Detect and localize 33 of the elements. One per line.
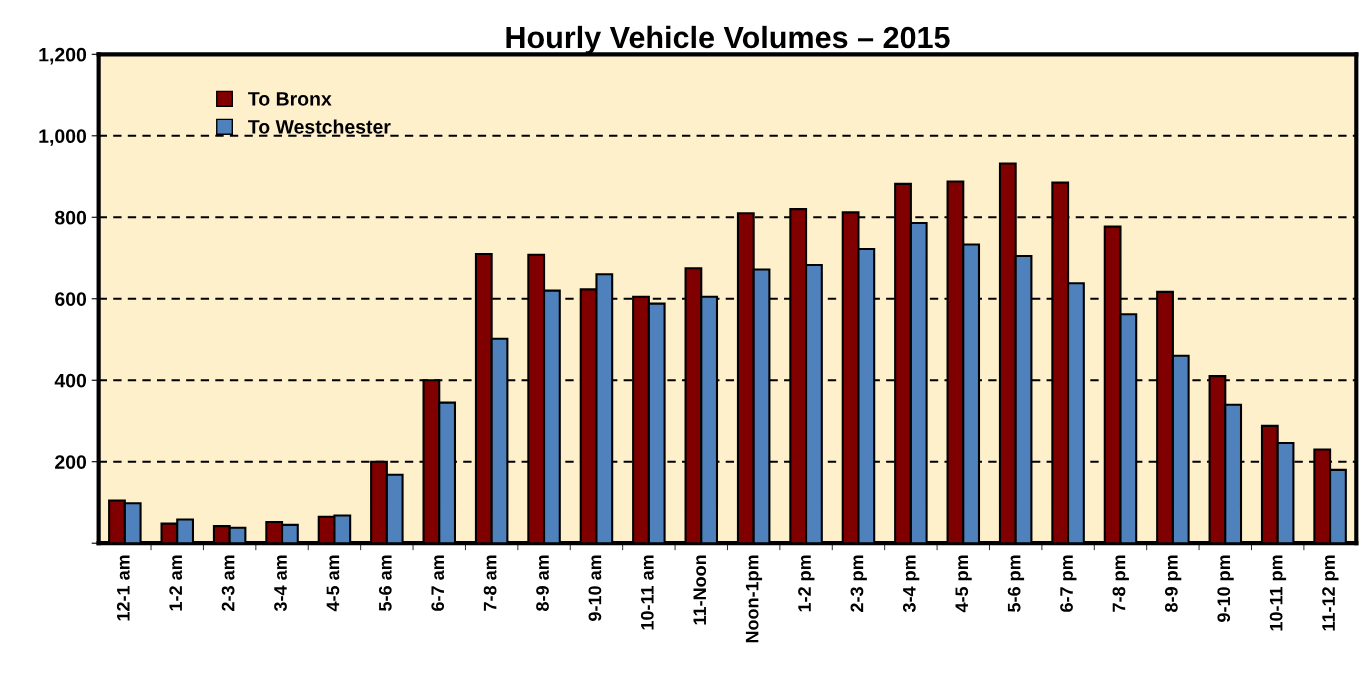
x-tick-label: 4-5 am [326, 555, 340, 612]
x-tick-label: 6-7 pm [1060, 555, 1077, 612]
x-tick-label: 3-4 am [274, 555, 287, 612]
y-tick-label: 600 [55, 292, 87, 306]
x-tick-label: Noon-1pm [745, 555, 763, 643]
x-tick-label: 11-Noon [693, 555, 707, 625]
x-tick-label: 9-10 pm [1217, 555, 1234, 622]
x-tick-label: 9-10 am [588, 555, 602, 621]
x-tick-label: 10-11 am [640, 555, 654, 630]
y-tick-label: 800 [55, 210, 87, 225]
y-tick-label: 1,000 [39, 129, 87, 146]
y-tick-label: 200 [55, 455, 87, 469]
y-tick-label: 1,200 [39, 47, 87, 65]
x-tick-label: 1-2 am [169, 555, 183, 611]
legend-label: To Westchester [248, 119, 391, 134]
chart-title: Hourly Vehicle Volumes – 2015 [506, 25, 950, 55]
x-tick-label: 3-4 pm [902, 555, 920, 613]
x-tick-label: 2-3 am [221, 555, 235, 611]
y-tick-label: 400 [54, 373, 87, 388]
x-tick-label: 4-5 pm [955, 555, 972, 613]
x-tick-label: 5-6 pm [1007, 555, 1025, 612]
x-tick-label: 7-8 am [483, 555, 497, 611]
x-tick-label: 5-6 am [378, 555, 392, 611]
x-tick-label: 7-8 pm [1112, 555, 1129, 612]
legend-label: To Bronx [248, 92, 332, 106]
x-tick-label: 1-2 pm [798, 555, 815, 612]
x-tick-label: 2-3 pm [850, 555, 867, 612]
x-tick-label: 12-1 am [116, 555, 130, 621]
x-tick-label: 6-7 am [431, 555, 445, 611]
x-tick-label: 8-9 am [536, 555, 549, 611]
x-tick-label: 11-12 pm [1322, 555, 1339, 631]
x-tick-label: 10-11 pm [1269, 555, 1287, 631]
x-tick-label: 8-9 pm [1164, 555, 1182, 612]
